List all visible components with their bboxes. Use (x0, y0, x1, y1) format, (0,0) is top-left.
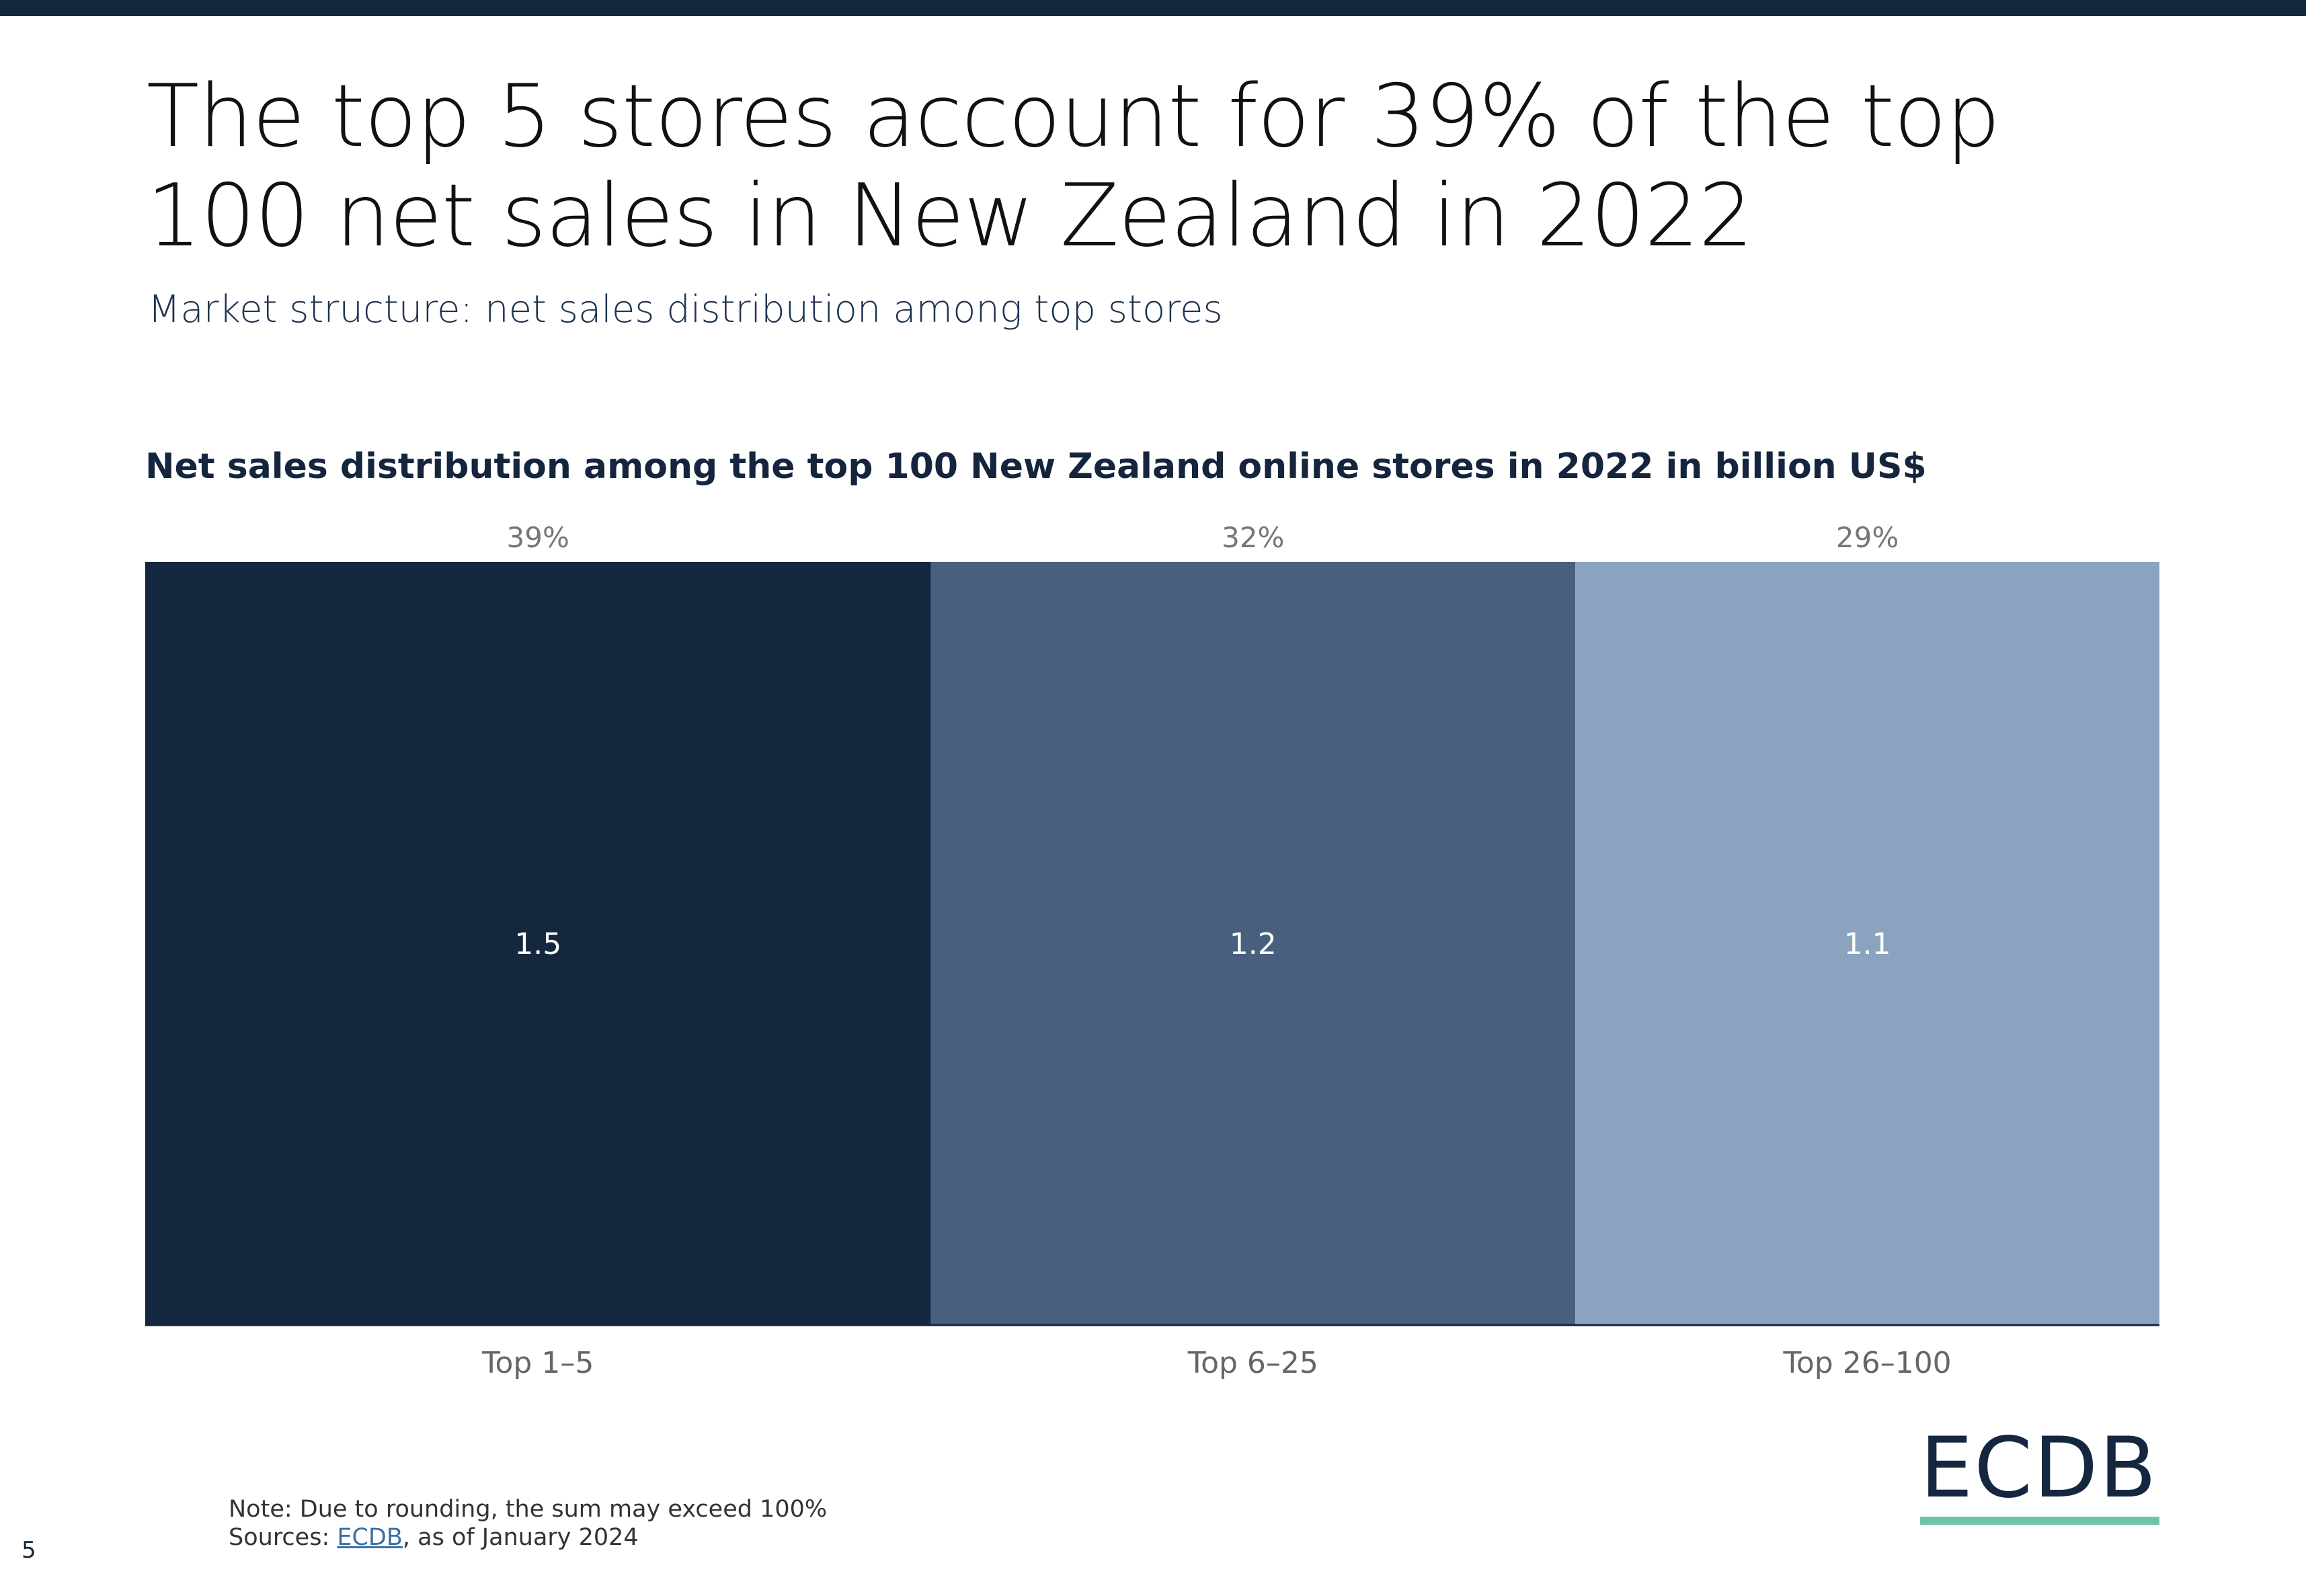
value-label-3: 1.1 (1844, 927, 1891, 961)
sources-suffix: , as of January 2024 (402, 1524, 639, 1551)
category-label-3: Top 26–100 (1782, 1346, 1951, 1380)
top-accent-bar (0, 0, 2306, 16)
page-title: The top 5 stores account for 39% of the … (147, 67, 2001, 266)
sources-link[interactable]: ECDB (337, 1524, 403, 1551)
footnote: Note: Due to rounding, the sum may excee… (229, 1495, 827, 1552)
chart-title: Net sales distribution among the top 100… (145, 446, 1927, 487)
page-number: 5 (22, 1537, 36, 1564)
page-subtitle: Market structure: net sales distribution… (148, 288, 1223, 331)
category-label-1: Top 1–5 (481, 1346, 594, 1380)
ecdb-logo: ECDB (1920, 1420, 2159, 1529)
logo-text: ECDB (1920, 1420, 2158, 1517)
value-label-2: 1.2 (1230, 927, 1277, 961)
rounding-note: Note: Due to rounding, the sum may excee… (229, 1496, 828, 1523)
sources-prefix: Sources: (229, 1524, 337, 1551)
sources-line: Sources: ECDB, as of January 2024 (229, 1523, 827, 1552)
segment-2 (930, 562, 1576, 1324)
logo-underline (1920, 1517, 2159, 1525)
value-label-1: 1.5 (514, 927, 561, 961)
segment-1 (145, 562, 931, 1324)
share-label-3: 29% (1836, 521, 1899, 554)
segment-3 (1575, 562, 2159, 1324)
share-label-1: 39% (507, 521, 569, 554)
category-label-2: Top 6–25 (1187, 1346, 1318, 1380)
share-label-2: 32% (1222, 521, 1284, 554)
